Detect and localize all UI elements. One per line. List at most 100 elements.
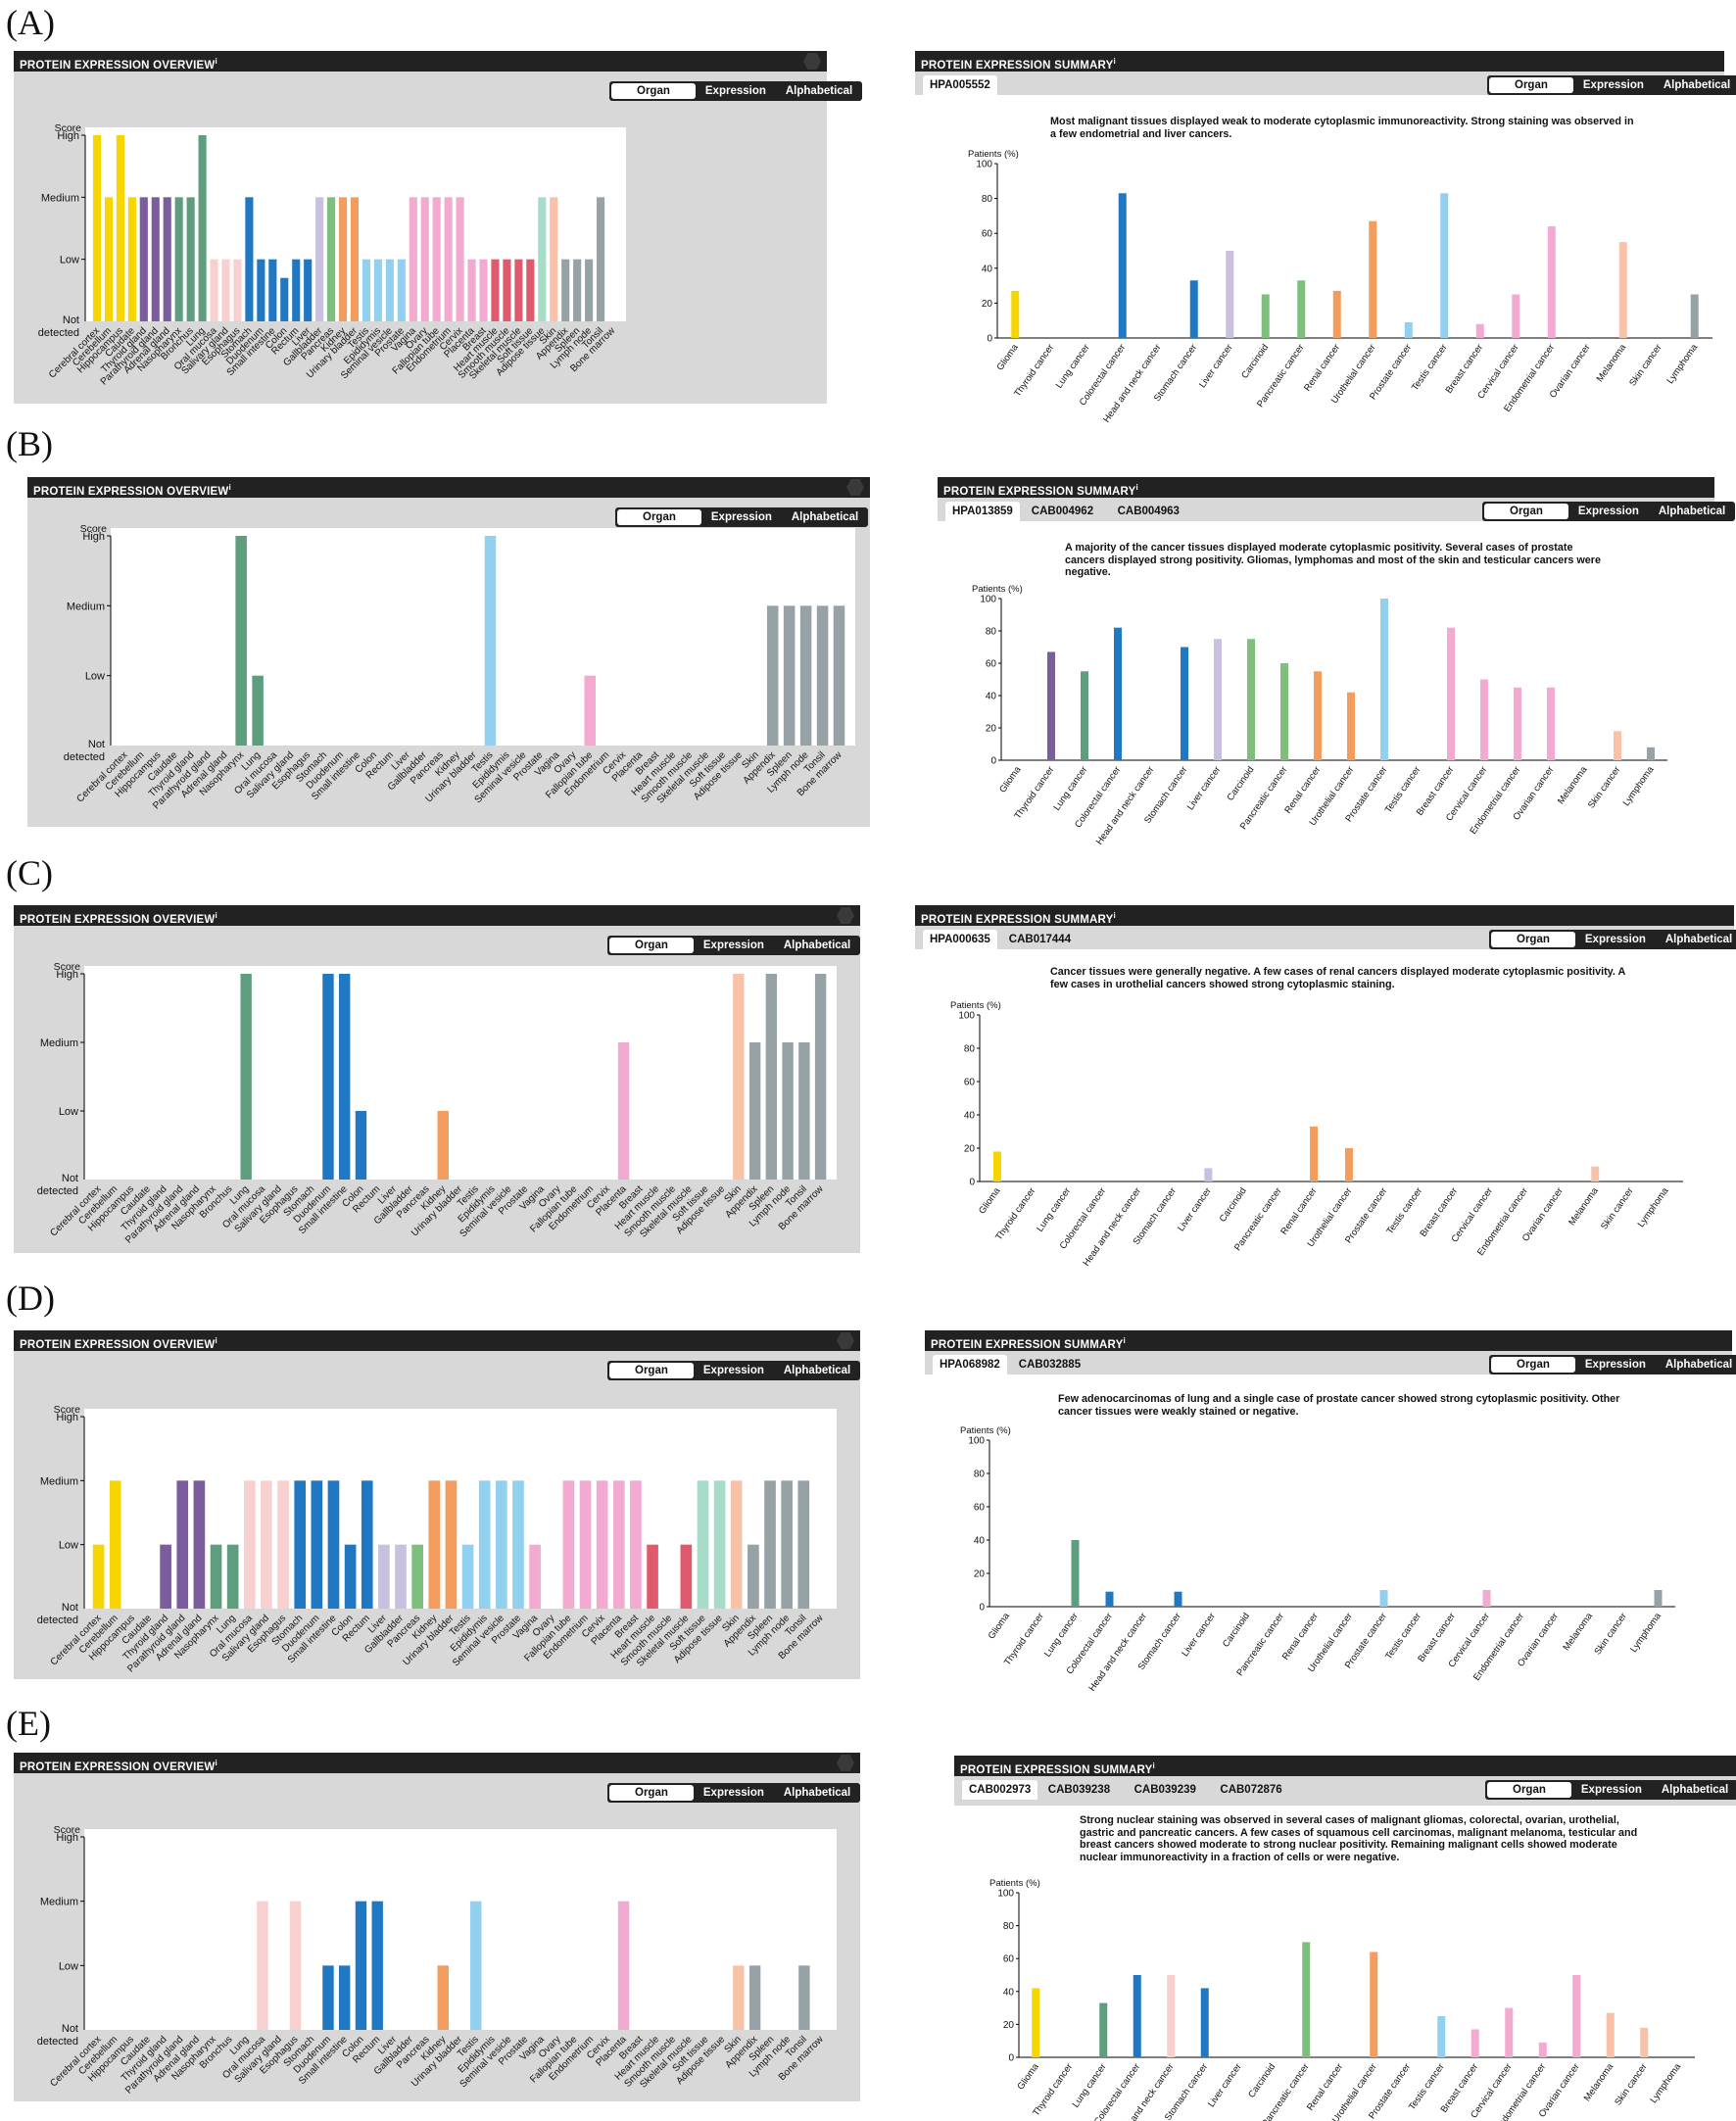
antibody-tab[interactable]: CAB039238	[1047, 1784, 1111, 1796]
tab-organ[interactable]: Organ	[609, 1785, 694, 1801]
tab-expression[interactable]: Expression	[1577, 506, 1639, 517]
bar	[1332, 290, 1341, 338]
bar	[1447, 627, 1455, 760]
bar	[1471, 2029, 1479, 2057]
info-icon[interactable]: i	[1113, 911, 1116, 920]
panel-title: PROTEIN EXPRESSION SUMMARY	[943, 485, 1136, 498]
info-icon[interactable]: i	[1135, 483, 1138, 492]
tab-alphabetical[interactable]: Alphabetical	[785, 85, 853, 97]
bar	[1514, 687, 1521, 760]
bar	[1032, 1988, 1040, 2057]
panel-header: PROTEIN EXPRESSION SUMMARYi	[954, 1756, 1736, 1776]
tab-expression[interactable]: Expression	[1584, 1359, 1646, 1371]
antibody-tab[interactable]: CAB072876	[1220, 1784, 1282, 1796]
tab-organ[interactable]: Organ	[611, 83, 696, 99]
antibody-tab[interactable]: HPA000635	[923, 930, 997, 949]
tab-alphabetical[interactable]: Alphabetical	[783, 940, 851, 951]
tab-alphabetical[interactable]: Alphabetical	[783, 1787, 851, 1799]
tab-expression[interactable]: Expression	[1584, 934, 1646, 945]
view-tabs: Organ Expression Alphabetical	[609, 81, 863, 101]
antibody-tab[interactable]: CAB032885	[1018, 1359, 1082, 1371]
bar	[176, 1480, 189, 1609]
info-icon[interactable]: i	[1152, 1761, 1155, 1770]
tab-expression[interactable]: Expression	[702, 1787, 764, 1799]
bar	[503, 259, 511, 321]
x-tick-label: Lung cancer	[1071, 2061, 1109, 2109]
bar	[478, 1480, 491, 1609]
y-tick-label: 0	[1008, 2053, 1014, 2064]
x-tick-label: Carcinoid	[1239, 342, 1271, 380]
tab-organ[interactable]: Organ	[1487, 1782, 1571, 1798]
y-tick-label: 0	[969, 1178, 975, 1188]
antibody-tab[interactable]: HPA005552	[923, 75, 997, 95]
info-icon[interactable]: i	[1123, 1336, 1126, 1345]
antibody-tab[interactable]: CAB004962	[1031, 506, 1094, 517]
panel-title: PROTEIN EXPRESSION OVERVIEW	[20, 913, 216, 926]
bar	[1370, 1952, 1378, 2057]
x-tick-label: Liver cancer	[1180, 1611, 1218, 1659]
bar	[833, 605, 845, 746]
x-tick-label: Liver cancer	[1206, 2061, 1244, 2109]
tab-expression[interactable]: Expression	[702, 1365, 764, 1376]
info-icon[interactable]: i	[1113, 57, 1116, 66]
bar	[1200, 1988, 1209, 2057]
tab-alphabetical[interactable]: Alphabetical	[1661, 1784, 1729, 1796]
tab-organ[interactable]: Organ	[1491, 932, 1575, 947]
bar	[630, 1480, 642, 1609]
x-tick-label: Melanoma	[1562, 1611, 1596, 1653]
antibody-tab[interactable]: CAB002973	[962, 1780, 1038, 1800]
summary-text: Few adenocarcinomas of lung and a single…	[1058, 1393, 1620, 1418]
tab-alphabetical[interactable]: Alphabetical	[1664, 934, 1733, 945]
bar	[1538, 2042, 1547, 2057]
overview-panel: PROTEIN EXPRESSION OVERVIEWi Organ Express…	[27, 477, 870, 827]
bar	[798, 1042, 810, 1180]
tab-organ[interactable]: Organ	[609, 938, 694, 953]
bar	[339, 974, 351, 1180]
antibody-tab[interactable]: CAB039239	[1133, 1784, 1196, 1796]
y-tick-label: 100	[976, 160, 992, 170]
tab-expression[interactable]: Expression	[1580, 1784, 1642, 1796]
tab-alphabetical[interactable]: Alphabetical	[791, 511, 859, 523]
tab-organ[interactable]: Organ	[609, 1363, 694, 1378]
bar	[573, 259, 582, 321]
y-tick-label: 100	[997, 1889, 1014, 1900]
panel-header: PROTEIN EXPRESSION OVERVIEWi	[14, 1753, 860, 1773]
tab-organ[interactable]: Organ	[1489, 77, 1573, 93]
antibody-tab[interactable]: CAB004963	[1117, 506, 1180, 517]
panel-label: (C)	[6, 853, 53, 892]
bar	[697, 1480, 709, 1609]
info-icon[interactable]: i	[215, 911, 217, 920]
tab-expression[interactable]: Expression	[702, 940, 764, 951]
tab-organ[interactable]: Organ	[1491, 1357, 1575, 1373]
x-tick-label: Renal cancer	[1302, 342, 1342, 393]
x-tick-label: Melanoma	[1556, 764, 1590, 806]
tab-expression[interactable]: Expression	[710, 511, 772, 523]
bar	[1380, 599, 1388, 760]
y-tick-label: Not	[62, 2023, 78, 2035]
tab-organ[interactable]: Organ	[617, 509, 701, 525]
antibody-tab[interactable]: CAB017444	[1008, 934, 1072, 945]
y-axis-title: Score	[55, 122, 82, 134]
y-tick-label: 80	[964, 1044, 976, 1055]
bar	[160, 1544, 171, 1609]
y-tick-label: 60	[1003, 1954, 1015, 1965]
tab-expression[interactable]: Expression	[1582, 79, 1644, 91]
tab-alphabetical[interactable]: Alphabetical	[1658, 506, 1726, 517]
tab-expression[interactable]: Expression	[704, 85, 766, 97]
tab-alphabetical[interactable]: Alphabetical	[1664, 1359, 1733, 1371]
bar	[92, 1544, 105, 1609]
info-icon[interactable]: i	[215, 1759, 217, 1767]
x-tick-label: Skin cancer	[1592, 1611, 1628, 1657]
tab-alphabetical[interactable]: Alphabetical	[783, 1365, 851, 1376]
info-icon[interactable]: i	[215, 57, 217, 66]
y-tick-label: 80	[974, 1470, 986, 1480]
tab-organ[interactable]: Organ	[1484, 504, 1568, 519]
antibody-tab[interactable]: HPA068982	[933, 1355, 1007, 1374]
bar	[783, 605, 796, 746]
antibody-tab[interactable]: HPA013859	[945, 502, 1020, 521]
info-icon[interactable]: i	[215, 1336, 217, 1345]
tab-alphabetical[interactable]: Alphabetical	[1663, 79, 1731, 91]
info-icon[interactable]: i	[228, 483, 231, 492]
